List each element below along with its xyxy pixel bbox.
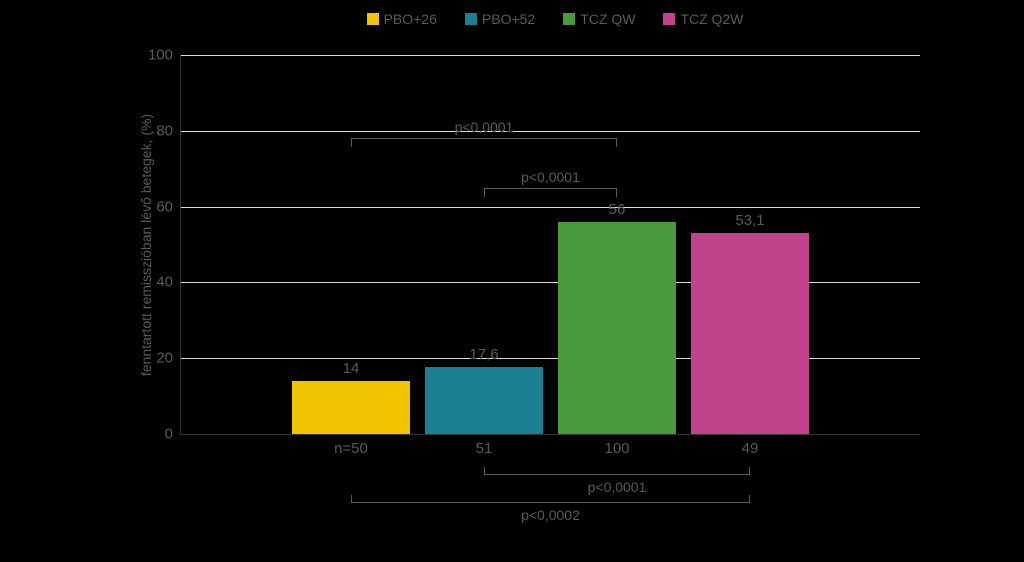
bar-value-label: 56 (609, 201, 626, 218)
bar-pbo26: 14 (292, 381, 410, 434)
gridline (181, 55, 920, 56)
legend: PBO+26 PBO+52 TCZ QW TCZ Q2W (155, 5, 955, 27)
xtick-label: n=50 (334, 440, 368, 457)
legend-swatch (563, 13, 575, 25)
legend-item: PBO+52 (465, 11, 535, 27)
ytick-label: 20 (156, 350, 173, 367)
ytick-label: 40 (156, 274, 173, 291)
xtick-label: 51 (476, 440, 493, 457)
bar-value-label: 17,6 (469, 346, 498, 363)
bar-value-label: 14 (343, 360, 360, 377)
legend-swatch (367, 13, 379, 25)
legend-swatch (465, 13, 477, 25)
significance-bracket: p<0,0001 (351, 138, 617, 139)
gridline (181, 358, 920, 359)
ytick-label: 60 (156, 198, 173, 215)
bar-pbo52: 17,6 (425, 367, 543, 434)
plot-area: fenntartott remisszióban lévő betegek, (… (180, 55, 920, 435)
gridline (181, 282, 920, 283)
pvalue-label: p<0,0001 (588, 479, 647, 495)
bar-value-label: 53,1 (735, 212, 764, 229)
legend-label: TCZ QW (580, 11, 635, 27)
legend-label: PBO+26 (384, 11, 437, 27)
pvalue-label: p<0,0001 (455, 119, 514, 135)
legend-item: TCZ QW (563, 11, 635, 27)
bar-tczqw: 56 (558, 222, 676, 434)
bar-tczq2w: 53,1 (691, 233, 809, 434)
legend-item: TCZ Q2W (663, 11, 743, 27)
legend-label: PBO+52 (482, 11, 535, 27)
y-axis-label: fenntartott remisszióban lévő betegek, (… (138, 113, 154, 375)
significance-bracket: p<0,0001 (484, 188, 617, 189)
legend-swatch (663, 13, 675, 25)
significance-bracket: p<0,0002 (351, 502, 750, 503)
chart-container: PBO+26 PBO+52 TCZ QW TCZ Q2W fenntartott… (155, 5, 955, 555)
legend-label: TCZ Q2W (680, 11, 743, 27)
xtick-label: 49 (742, 440, 759, 457)
xtick-label: 100 (604, 440, 629, 457)
legend-item: PBO+26 (367, 11, 437, 27)
ytick-label: 0 (165, 426, 173, 443)
pvalue-label: p<0,0001 (521, 169, 580, 185)
gridline (181, 131, 920, 132)
ytick-label: 100 (148, 47, 173, 64)
gridline (181, 207, 920, 208)
significance-bracket: p<0,0001 (484, 474, 750, 475)
ytick-label: 80 (156, 122, 173, 139)
pvalue-label: p<0,0002 (521, 507, 580, 523)
